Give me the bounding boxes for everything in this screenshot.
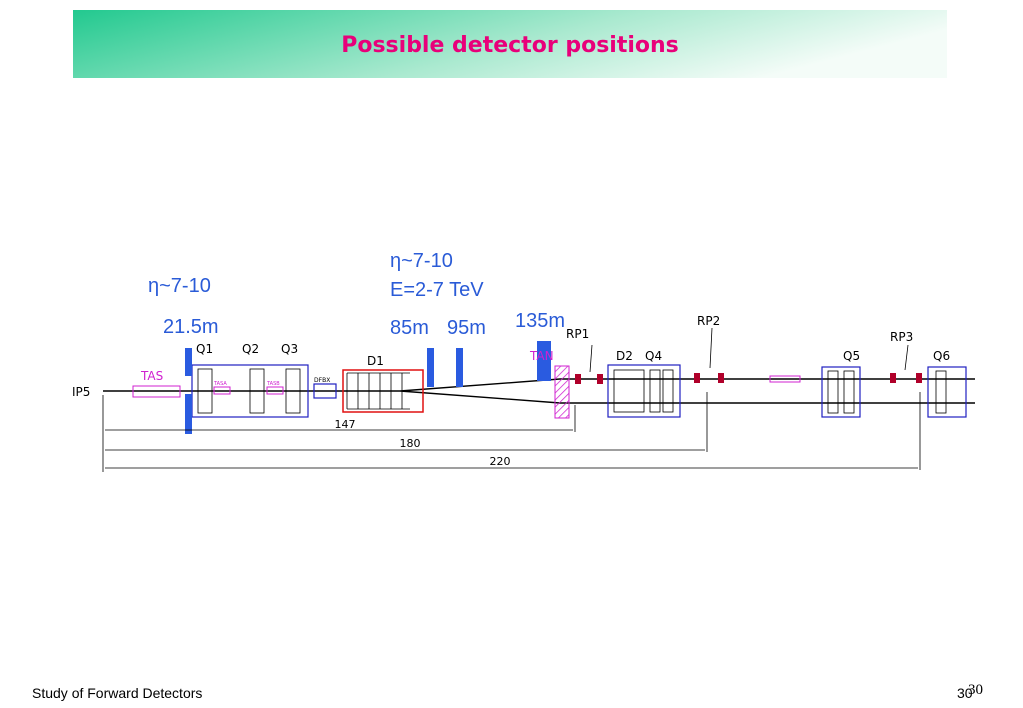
annotation: η~7-10 — [148, 275, 211, 297]
beamline — [102, 327, 975, 472]
annotation: 85m — [390, 317, 429, 339]
label: Q5 — [843, 349, 860, 363]
q6-box — [927, 366, 967, 418]
dimension: 180 — [400, 437, 421, 450]
label: Q4 — [645, 349, 662, 363]
label: TAS — [140, 369, 163, 383]
dimension: 147 — [335, 418, 356, 431]
detector — [456, 348, 463, 387]
label: IP5 — [72, 385, 90, 399]
title: Possible detector positions — [341, 33, 679, 58]
detector — [537, 341, 551, 381]
label: TASB — [266, 381, 280, 387]
label: Q2 — [242, 342, 259, 356]
d1-box — [342, 369, 424, 413]
d2-q4-box — [607, 364, 681, 418]
tas-absorber — [132, 385, 181, 398]
label: DFBX — [314, 377, 330, 384]
label: TAN — [529, 349, 554, 363]
label: RP1 — [566, 327, 589, 341]
label: D2 — [616, 349, 633, 363]
label: Q3 — [281, 342, 298, 356]
dfbx-box — [313, 383, 337, 399]
label: Q1 — [196, 342, 213, 356]
label: D1 — [367, 354, 384, 368]
page-number: 30 — [968, 682, 983, 698]
roman-pots — [575, 373, 922, 384]
label: RP2 — [697, 314, 720, 328]
footer-text: Study of Forward Detectors — [32, 685, 202, 701]
detector — [185, 348, 192, 376]
annotation: 135m — [515, 310, 565, 332]
label: Q6 — [933, 349, 950, 363]
dimension: 220 — [490, 455, 511, 468]
triplet-box — [191, 364, 309, 418]
page-number: 30 — [957, 685, 973, 701]
q5-box — [821, 366, 861, 418]
annotation: 21.5m — [163, 316, 219, 338]
label: RP3 — [890, 330, 913, 344]
header-band — [73, 10, 947, 78]
detector — [427, 348, 434, 387]
label: TASA — [213, 381, 227, 387]
annotation: 95m — [447, 317, 486, 339]
detector — [185, 394, 192, 434]
annotation: E=2-7 TeV — [390, 279, 484, 301]
annotation: η~7-10 — [390, 250, 453, 272]
tan-absorber — [554, 365, 570, 419]
